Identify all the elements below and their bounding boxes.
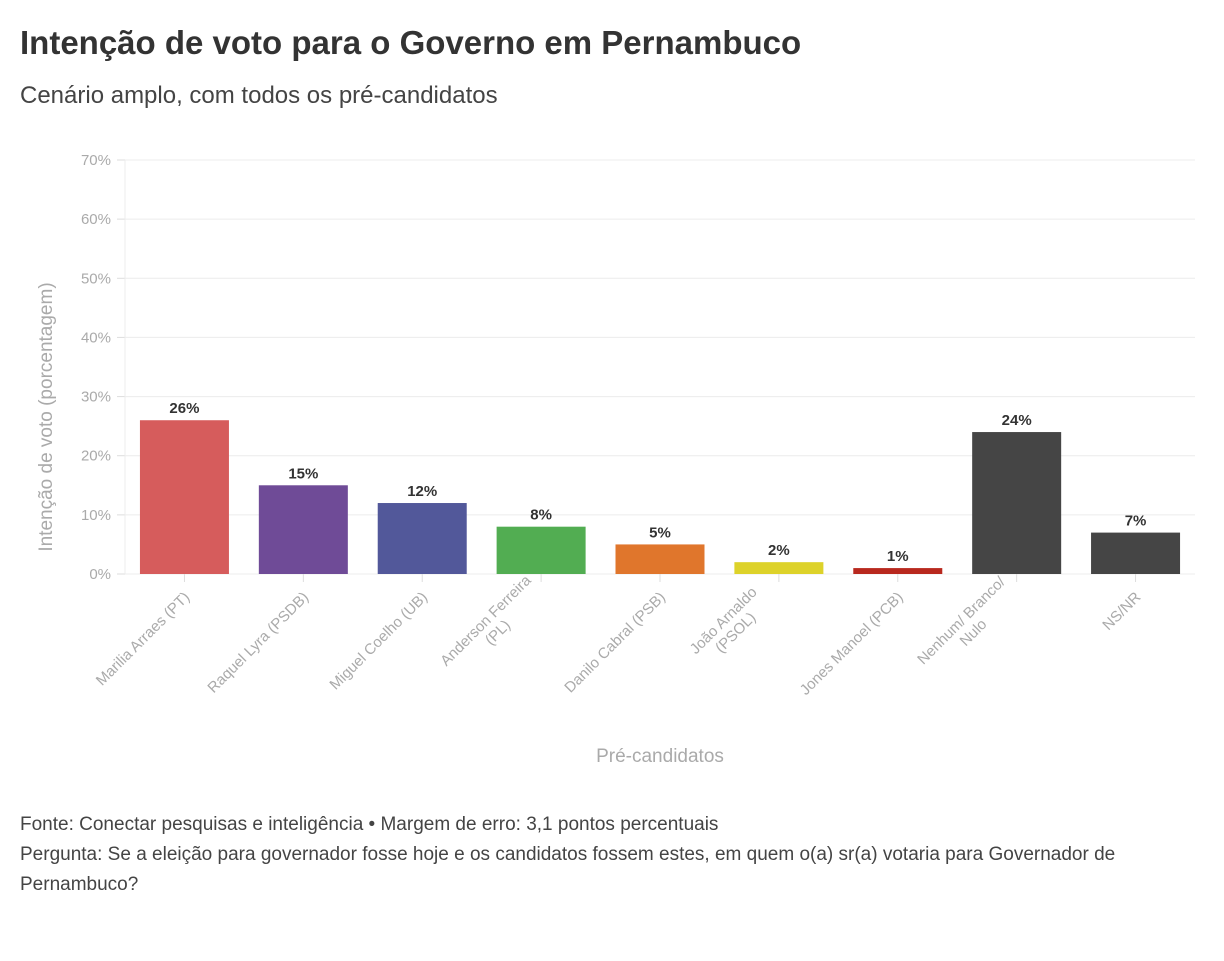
x-tick-label: Raquel Lyra (PSDB) [204,589,312,697]
bar [853,568,943,574]
data-label: 8% [530,507,552,524]
bar [734,562,824,574]
y-tick-label: 30% [81,389,111,406]
y-tick-label: 0% [89,566,111,583]
bar [496,526,586,574]
x-axis-title: Pré-candidatos [596,746,724,767]
data-label: 15% [288,465,318,482]
chart-footer: Fonte: Conectar pesquisas e inteligência… [20,810,1200,900]
question-note: Pergunta: Se a eleição para governador f… [20,844,1116,895]
y-axis-title: Intenção de voto (porcentagem) [36,282,57,551]
x-tick-label: Jones Manoel (PCB) [797,589,907,699]
data-label: 26% [169,400,199,417]
bar [258,485,348,574]
bar [377,503,467,574]
y-tick-label: 60% [81,211,111,228]
data-label: 1% [887,548,909,565]
x-tick-label: João Arnaldo(PSOL) [687,584,773,670]
y-tick-label: 50% [81,270,111,287]
data-label: 24% [1002,412,1032,429]
bar [139,420,229,574]
bar [1091,532,1181,574]
x-tick-label: Marilia Arraes (PT) [93,589,193,689]
y-tick-label: 40% [81,329,111,346]
x-tick-label: NS/NR [1099,589,1144,634]
x-tick-label: Anderson Ferreira(PL) [437,572,547,682]
data-label: 2% [768,542,790,559]
x-tick-label: Nenhum/ Branco/Nulo [914,573,1021,680]
chart-title: Intenção de voto para o Governo em Perna… [20,24,802,61]
x-tick-label: Miguel Coelho (UB) [326,589,431,694]
chart-subtitle: Cenário amplo, com todos os pré-candidat… [20,82,498,109]
y-tick-label: 70% [81,152,111,169]
data-label: 7% [1125,513,1147,530]
bar [615,544,705,574]
y-tick-label: 10% [81,507,111,524]
x-tick-label: Danilo Cabral (PSB) [561,589,669,697]
source-note: Fonte: Conectar pesquisas e inteligência… [20,814,719,835]
data-label: 12% [407,483,437,500]
bar [972,432,1062,574]
y-tick-label: 20% [81,448,111,465]
data-label: 5% [649,524,671,541]
